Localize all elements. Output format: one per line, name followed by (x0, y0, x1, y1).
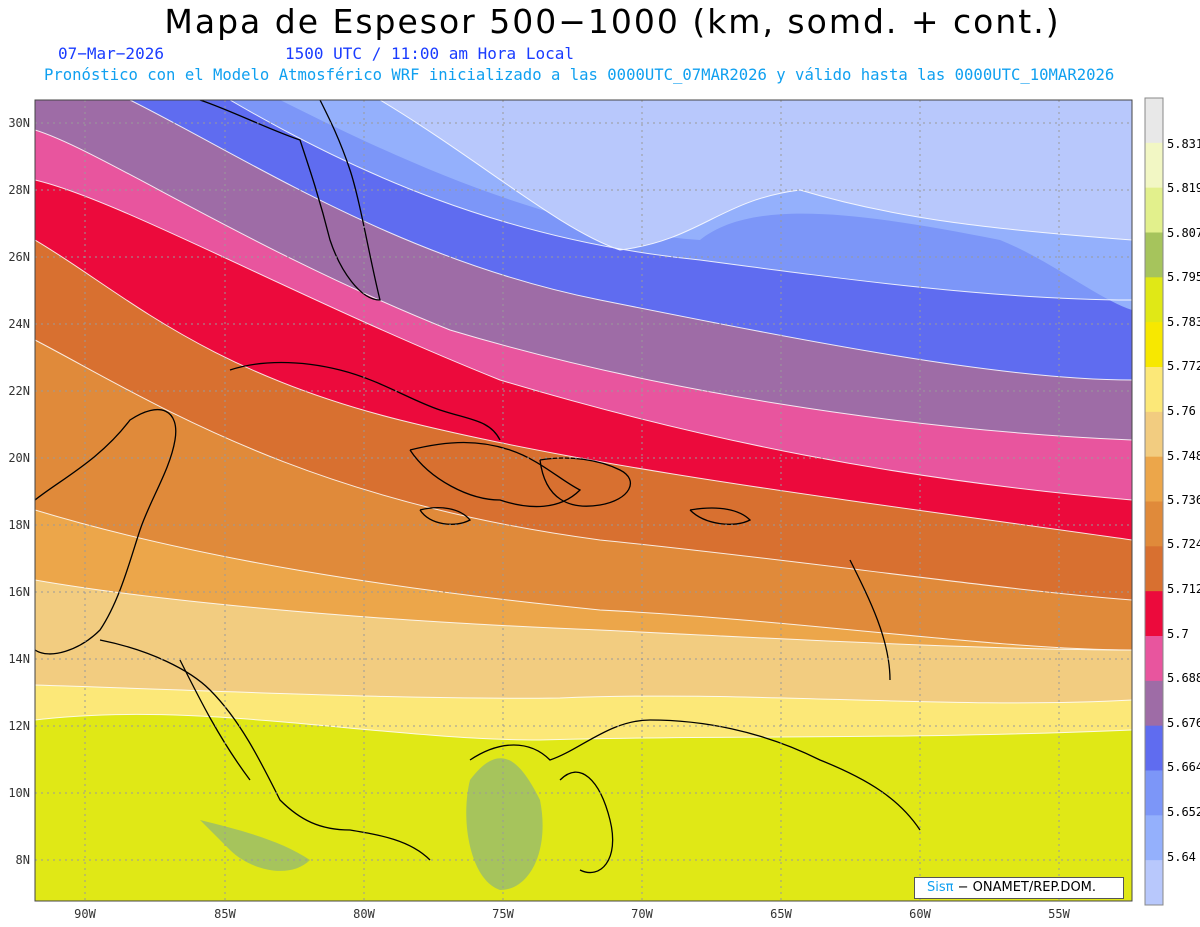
longitude-labels: 90W 85W 80W 75W 70W 65W 60W 55W (74, 907, 1070, 921)
lat-label: 10N (8, 786, 30, 800)
lat-label: 20N (8, 451, 30, 465)
credit-org: − ONAMET/REP.DOM. (957, 880, 1097, 895)
lat-label: 28N (8, 183, 30, 197)
lon-label: 70W (631, 907, 653, 921)
colorbar-labels: 5.831 5.819 5.807 5.795 5.783 5.772 5.76… (1167, 137, 1200, 864)
lon-label: 65W (770, 907, 792, 921)
colorbar-label: 5.7 (1167, 627, 1189, 641)
colorbar-swatch (1145, 725, 1163, 771)
colorbar-label: 5.807 (1167, 226, 1200, 240)
credit-brand: Sisπ (927, 880, 954, 895)
colorbar (1144, 97, 1164, 906)
colorbar-swatch (1145, 187, 1163, 233)
colorbar-swatch (1145, 367, 1163, 413)
colorbar-label: 5.76 (1167, 404, 1196, 418)
forecast-description: Pronóstico con el Modelo Atmosférico WRF… (44, 66, 1115, 84)
lon-label: 80W (353, 907, 375, 921)
colorbar-label: 5.712 (1167, 582, 1200, 596)
lat-label: 18N (8, 518, 30, 532)
colorbar-frame (1144, 97, 1164, 906)
colorbar-swatch (1145, 546, 1163, 592)
forecast-date: 07−Mar−2026 (58, 44, 164, 63)
colorbar-swatch (1145, 770, 1163, 816)
colorbar-label: 5.783 (1167, 315, 1200, 329)
colorbar-swatch (1145, 98, 1163, 144)
lat-label: 12N (8, 719, 30, 733)
lon-label: 90W (74, 907, 96, 921)
lat-label: 26N (8, 250, 30, 264)
colorbar-label: 5.819 (1167, 181, 1200, 195)
latitude-labels: 30N 28N 26N 24N 22N 20N 18N 16N 14N 12N … (8, 116, 30, 867)
colorbar-swatch (1145, 277, 1163, 323)
lon-label: 55W (1048, 907, 1070, 921)
colorbar-label: 5.664 (1167, 760, 1200, 774)
map-title: Mapa de Espesor 500−1000 (km, somd. + co… (164, 2, 1061, 41)
lat-label: 16N (8, 585, 30, 599)
colorbar-label: 5.688 (1167, 671, 1200, 685)
colorbar-swatch (1145, 636, 1163, 682)
map-frame (34, 99, 1133, 902)
lat-label: 24N (8, 317, 30, 331)
colorbar-label: 5.772 (1167, 359, 1200, 373)
colorbar-label: 5.64 (1167, 850, 1196, 864)
lat-label: 14N (8, 652, 30, 666)
colorbar-label: 5.736 (1167, 493, 1200, 507)
colorbar-swatch (1145, 322, 1163, 368)
colorbar-swatch (1145, 680, 1163, 727)
colorbar-swatch (1145, 591, 1163, 637)
lat-label: 30N (8, 116, 30, 130)
colorbar-label: 5.676 (1167, 716, 1200, 730)
colorbar-label: 5.795 (1167, 270, 1200, 284)
colorbar-label: 5.831 (1167, 137, 1200, 151)
forecast-time: 1500 UTC / 11:00 am Hora Local (285, 44, 574, 63)
lon-label: 85W (214, 907, 236, 921)
lon-label: 60W (909, 907, 931, 921)
grid (35, 100, 1132, 901)
colorbar-swatch (1145, 411, 1163, 458)
colorbar-swatch (1145, 815, 1163, 861)
credit-box: Sisπ − ONAMET/REP.DOM. (914, 877, 1124, 899)
colorbar-swatch (1145, 142, 1163, 189)
colorbar-swatch (1145, 232, 1163, 278)
lat-label: 22N (8, 384, 30, 398)
colorbar-label: 5.748 (1167, 449, 1200, 463)
lon-label: 75W (492, 907, 514, 921)
lat-label: 8N (16, 853, 30, 867)
shaded-field (35, 100, 1132, 901)
colorbar-label: 5.724 (1167, 537, 1200, 551)
colorbar-swatch (1145, 860, 1163, 906)
colorbar-label: 5.652 (1167, 805, 1200, 819)
colorbar-swatch (1145, 456, 1163, 502)
coastlines (35, 100, 921, 874)
colorbar-swatch (1145, 501, 1163, 547)
